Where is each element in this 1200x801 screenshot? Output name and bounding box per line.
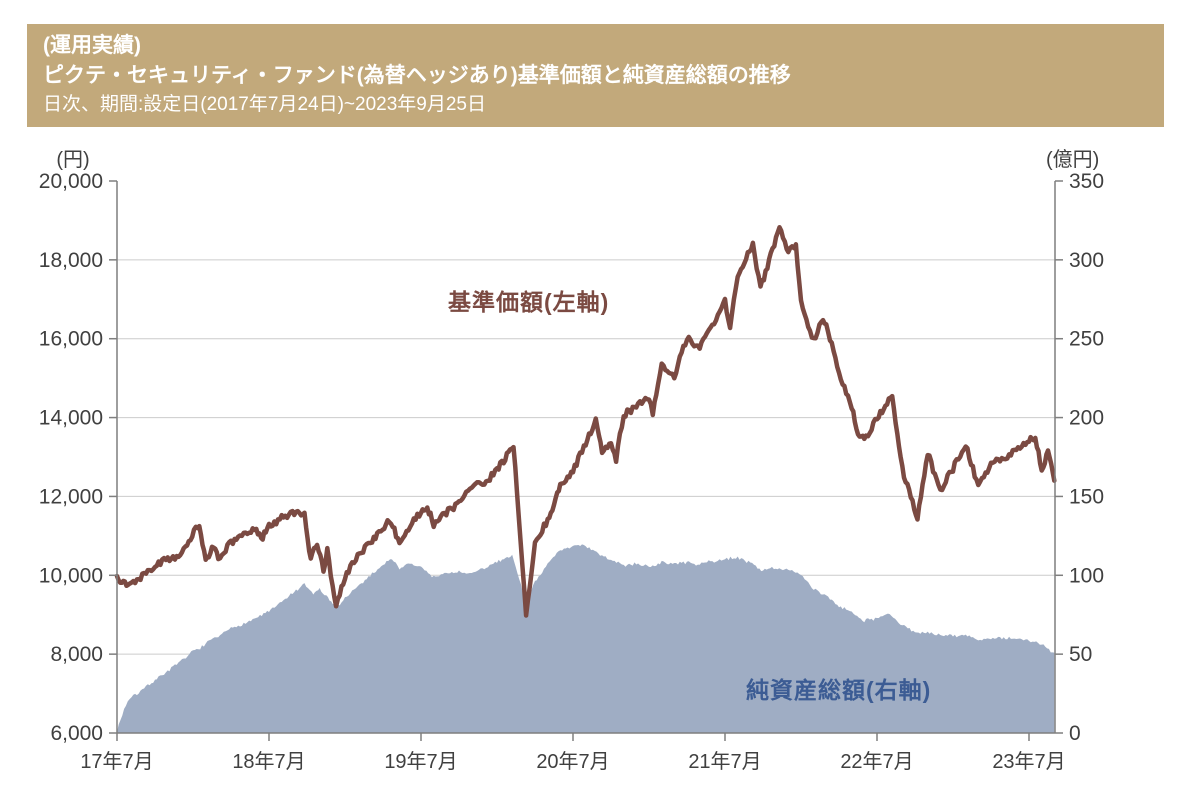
x-axis-tick-label: 19年7月 (384, 750, 457, 773)
header-tag: (運用実績) (43, 34, 141, 57)
chart-title: ピクテ・セキュリティ・ファンド(為替ヘッジあり)基準価額と純資産総額の推移 (43, 64, 791, 87)
assets-series-label: 純資産総額(右軸) (746, 677, 932, 703)
right-axis-tick-label: 250 (1069, 328, 1104, 351)
left-axis-tick-label: 20,000 (39, 170, 103, 193)
nav-series-label: 基準価額(左軸) (448, 289, 610, 315)
right-axis-unit-label: (億円) (1046, 149, 1100, 171)
right-axis-tick-label: 350 (1069, 170, 1104, 193)
left-axis-tick-label: 12,000 (39, 485, 103, 508)
x-axis-tick-label: 21年7月 (688, 750, 761, 773)
x-axis-tick-label: 23年7月 (992, 750, 1065, 773)
x-axis-tick-label: 18年7月 (232, 750, 305, 773)
right-axis-tick-label: 150 (1069, 485, 1104, 508)
right-axis-tick-label: 0 (1069, 722, 1081, 745)
left-axis-tick-label: 10,000 (39, 564, 103, 587)
x-axis-tick-label: 17年7月 (80, 750, 153, 773)
right-axis-tick-label: 200 (1069, 407, 1104, 430)
nav-line-path (114, 225, 1057, 618)
header-block: (運用実績) ピクテ・セキュリティ・ファンド(為替ヘッジあり)基準価額と純資産総… (27, 24, 1164, 127)
left-axis-tick-label: 6,000 (50, 722, 103, 745)
x-axis-tick-label: 22年7月 (840, 750, 913, 773)
assets-area-path (117, 544, 1055, 733)
right-axis-tick-label: 100 (1069, 564, 1104, 587)
right-axis-tick-label: 300 (1069, 249, 1104, 272)
chart-subtitle: 日次、期間:設定日(2017年7月24日)~2023年9月25日 (43, 94, 486, 115)
x-axis-tick-label: 20年7月 (536, 750, 609, 773)
left-axis-tick-label: 16,000 (39, 328, 103, 351)
left-axis-unit-label: (円) (56, 149, 90, 171)
left-axis-tick-label: 18,000 (39, 249, 103, 272)
left-axis-tick-label: 8,000 (50, 643, 103, 666)
right-axis-tick-label: 50 (1069, 643, 1092, 666)
left-axis-tick-label: 14,000 (39, 407, 103, 430)
